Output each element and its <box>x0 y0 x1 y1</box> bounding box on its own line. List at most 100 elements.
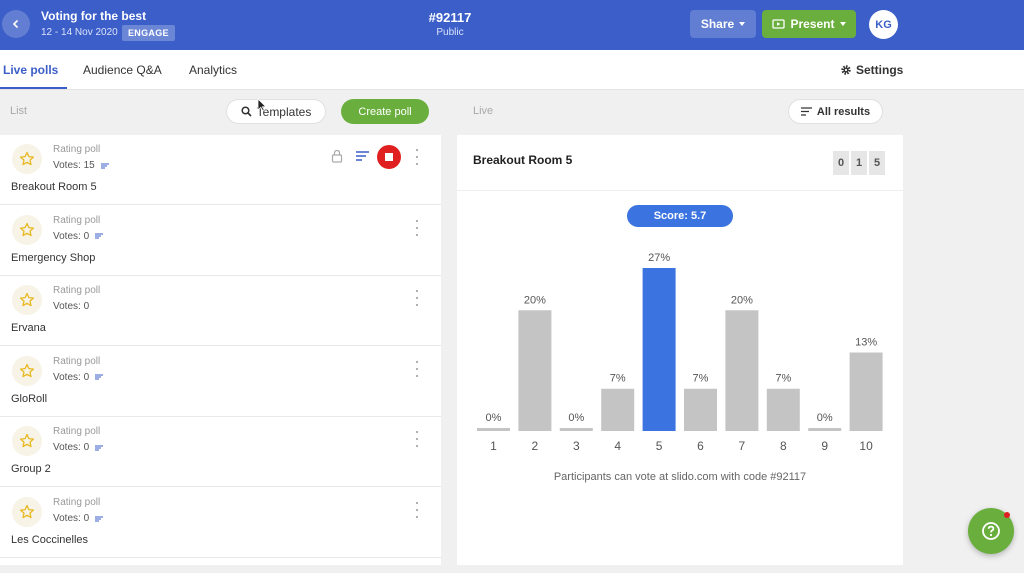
poll-votes-count: Votes: 0 <box>53 371 90 383</box>
more-options-icon[interactable] <box>414 360 420 377</box>
plan-badge: ENGAGE <box>122 25 175 41</box>
poll-list-item[interactable]: Rating poll Votes: 0 Ervana <box>0 276 441 347</box>
chart-bar <box>684 388 717 431</box>
tab-live-polls[interactable]: Live polls <box>3 63 59 77</box>
sort-icon <box>95 374 104 380</box>
x-tick-label: 4 <box>614 439 621 453</box>
question-icon <box>982 522 1000 540</box>
poll-type-label: Rating poll <box>53 426 101 438</box>
results-panel: Breakout Room 5 0 1 5 Score: 5.7 0% 1 20% 2… <box>457 135 903 565</box>
star-icon <box>12 214 42 245</box>
poll-votes: Votes: 0 <box>53 371 104 383</box>
counter-digit: 0 <box>833 151 849 175</box>
more-options-icon[interactable] <box>414 431 420 448</box>
bar-data-label: 13% <box>855 337 877 349</box>
live-label: Live <box>473 105 494 117</box>
event-dates: 12 - 14 Nov 2020 <box>41 27 118 38</box>
poll-votes: Votes: 0 <box>53 301 89 312</box>
counter-digit: 1 <box>851 151 867 175</box>
chart-bar <box>559 428 593 431</box>
x-tick-label: 1 <box>490 439 497 453</box>
bar-data-label: 0% <box>817 412 833 424</box>
lock-icon[interactable] <box>331 149 343 163</box>
chart-bar <box>518 310 552 431</box>
share-button[interactable]: Share <box>690 10 756 38</box>
poll-name: GloRoll <box>11 392 48 405</box>
poll-list-item[interactable]: Rating poll Votes: 0 Les Coccinelles <box>0 488 441 558</box>
templates-label: Templates <box>256 104 312 119</box>
bar-data-label: 20% <box>731 294 753 306</box>
bar-data-label: 0% <box>486 412 502 424</box>
poll-list-item[interactable]: Rating poll Votes: 0 Group 2 <box>0 417 441 488</box>
bar-data-label: 7% <box>693 373 709 385</box>
bar-data-label: 7% <box>610 373 626 385</box>
x-tick-label: 8 <box>780 439 787 453</box>
poll-votes-count: Votes: 0 <box>53 513 90 524</box>
all-results-label: All results <box>816 105 871 118</box>
poll-type-label: Rating poll <box>53 144 101 155</box>
results-header: Breakout Room 5 0 1 5 <box>457 135 903 191</box>
tab-audience-qa[interactable]: Audience Q&A <box>83 63 162 77</box>
poll-votes: Votes: 0 <box>53 230 104 242</box>
chevron-left-icon <box>12 19 19 29</box>
x-tick-label: 7 <box>739 439 746 453</box>
create-poll-button[interactable]: Create poll <box>341 99 429 124</box>
poll-name: Group 2 <box>11 463 51 476</box>
star-icon <box>12 144 42 174</box>
more-options-icon[interactable] <box>414 149 420 165</box>
chart-bar <box>849 352 883 431</box>
poll-votes-count: Votes: 0 <box>53 230 90 242</box>
star-icon <box>12 497 42 527</box>
bar-data-label: 20% <box>524 294 546 306</box>
poll-name: Emergency Shop <box>11 251 96 264</box>
poll-type-label: Rating poll <box>53 214 101 226</box>
more-options-icon[interactable] <box>414 290 420 307</box>
x-tick-label: 10 <box>859 439 873 453</box>
sort-icon <box>100 163 109 168</box>
gear-icon <box>841 65 851 75</box>
bar-data-label: 7% <box>775 373 791 385</box>
chart-bar <box>477 428 510 431</box>
participation-note: Participants can vote at slido.com with … <box>553 471 807 483</box>
score-badge: Score: 5.7 <box>627 205 733 227</box>
vote-counter: 0 1 5 <box>833 151 885 175</box>
results-order-icon[interactable] <box>356 151 369 161</box>
avatar[interactable]: KG <box>869 10 898 39</box>
mouse-cursor-icon <box>257 98 267 112</box>
present-button[interactable]: Present <box>762 10 856 38</box>
more-options-icon[interactable] <box>414 502 420 518</box>
poll-votes: Votes: 0 <box>53 513 104 524</box>
chart-bar <box>808 428 842 431</box>
sort-icon <box>95 445 104 451</box>
chart-bar <box>766 388 800 431</box>
event-title[interactable]: Voting for the best <box>41 9 147 23</box>
present-label: Present <box>790 17 835 31</box>
counter-digit: 5 <box>869 151 885 175</box>
poll-list: Rating poll Votes: 15 Breakout Room 5 Ratin… <box>0 135 441 565</box>
help-button[interactable] <box>968 508 1014 554</box>
x-tick-label: 3 <box>573 439 580 453</box>
templates-button[interactable]: Templates <box>226 99 326 124</box>
poll-list-item[interactable]: Rating poll Votes: 15 Breakout Room 5 <box>0 135 441 205</box>
event-code: #92117 <box>428 10 472 25</box>
chart-bar <box>725 310 759 431</box>
bar-data-label: 0% <box>568 412 584 424</box>
more-options-icon[interactable] <box>414 219 420 236</box>
back-button[interactable] <box>2 10 30 38</box>
poll-votes: Votes: 15 <box>53 160 109 171</box>
poll-type-label: Rating poll <box>53 285 101 297</box>
all-results-button[interactable]: All results <box>788 99 883 124</box>
poll-list-item[interactable]: Rating poll Votes: 0 GloRoll <box>0 347 441 417</box>
stop-poll-button[interactable] <box>377 145 401 169</box>
sort-icon <box>95 233 104 239</box>
caret-down-icon <box>739 22 746 26</box>
list-label: List <box>10 105 28 117</box>
star-icon <box>12 285 42 316</box>
search-icon <box>241 106 252 117</box>
x-tick-label: 6 <box>697 439 704 453</box>
poll-list-item[interactable]: Rating poll Votes: 0 Emergency Shop <box>0 206 441 276</box>
settings-button[interactable]: Settings <box>840 63 903 77</box>
star-icon <box>12 355 42 386</box>
poll-votes-count: Votes: 0 <box>53 301 90 313</box>
tab-analytics[interactable]: Analytics <box>189 63 238 77</box>
